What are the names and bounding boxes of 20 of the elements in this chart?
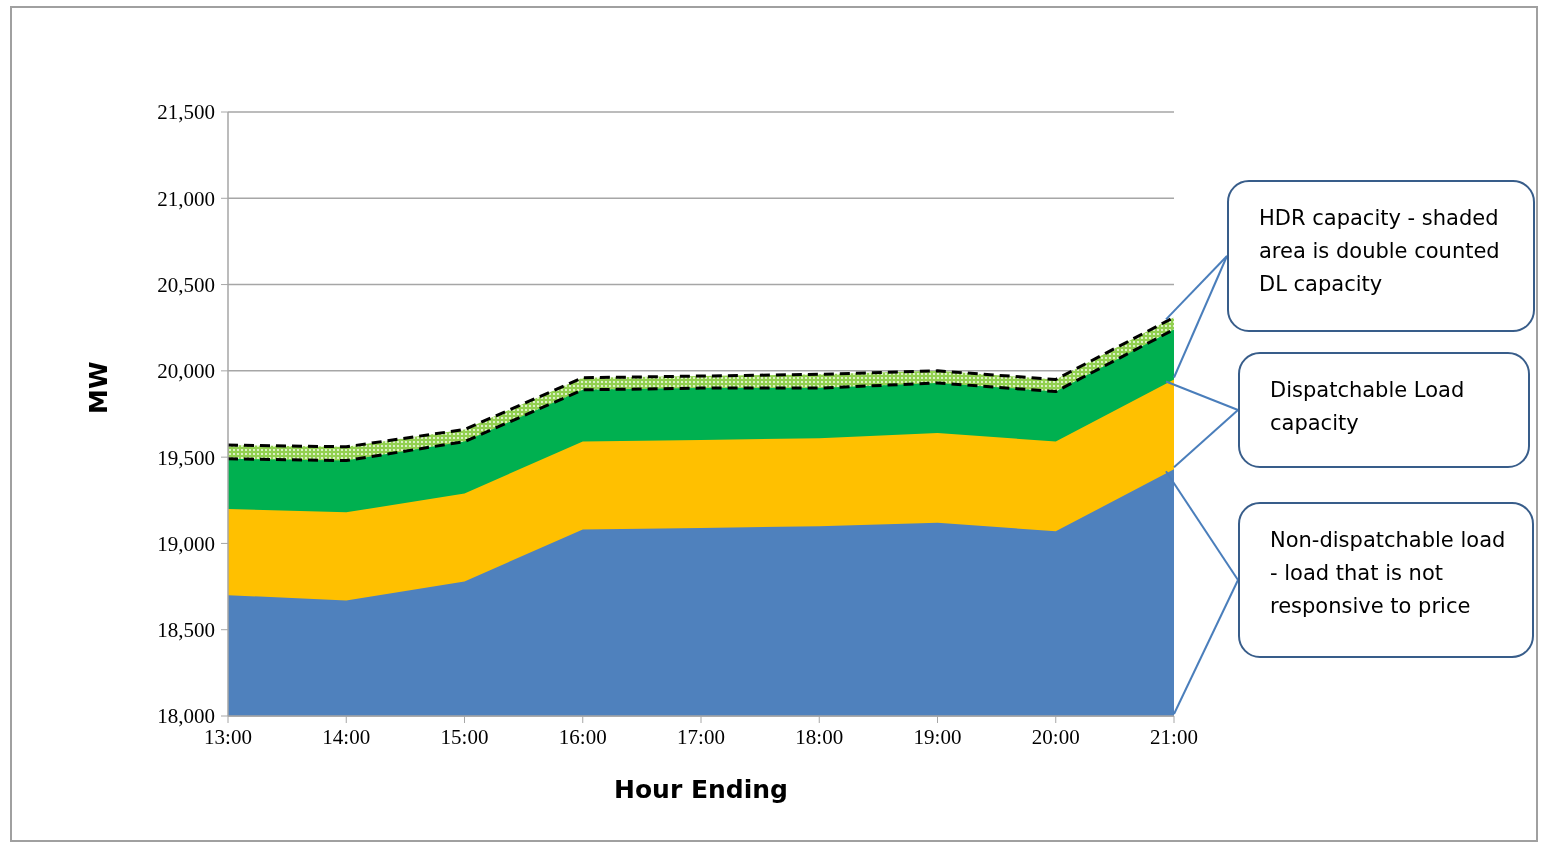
y-tick-label: 21,500 <box>157 100 215 125</box>
text: Non-dispatchable load - load that is not responsive to price <box>1238 502 1534 658</box>
y-tick-label: 19,500 <box>157 445 215 470</box>
y-tick-label: 20,000 <box>157 359 215 384</box>
y-tick-label: 21,000 <box>157 186 215 211</box>
x-tick-label: 19:00 <box>913 724 962 749</box>
y-axis-title: MW <box>83 361 113 414</box>
x-tick-label: 21:00 <box>1150 724 1198 749</box>
x-tick-label: 16:00 <box>558 724 607 749</box>
y-tick-label: 18,500 <box>157 618 215 643</box>
x-tick-label: 15:00 <box>440 724 489 749</box>
y-tick-label: 20,500 <box>157 273 215 298</box>
x-axis-title: Hour Ending <box>614 775 788 804</box>
x-tick-label: 17:00 <box>677 724 725 749</box>
x-tick-label: 18:00 <box>795 724 844 749</box>
text: HDR capacity - shaded area is double counted DL capacity <box>1227 180 1535 332</box>
y-tick-label: 19,000 <box>157 531 215 556</box>
x-tick-label: 14:00 <box>322 724 371 749</box>
x-tick-label: 20:00 <box>1031 724 1080 749</box>
text: Dispatchable Load capacity <box>1238 352 1530 468</box>
